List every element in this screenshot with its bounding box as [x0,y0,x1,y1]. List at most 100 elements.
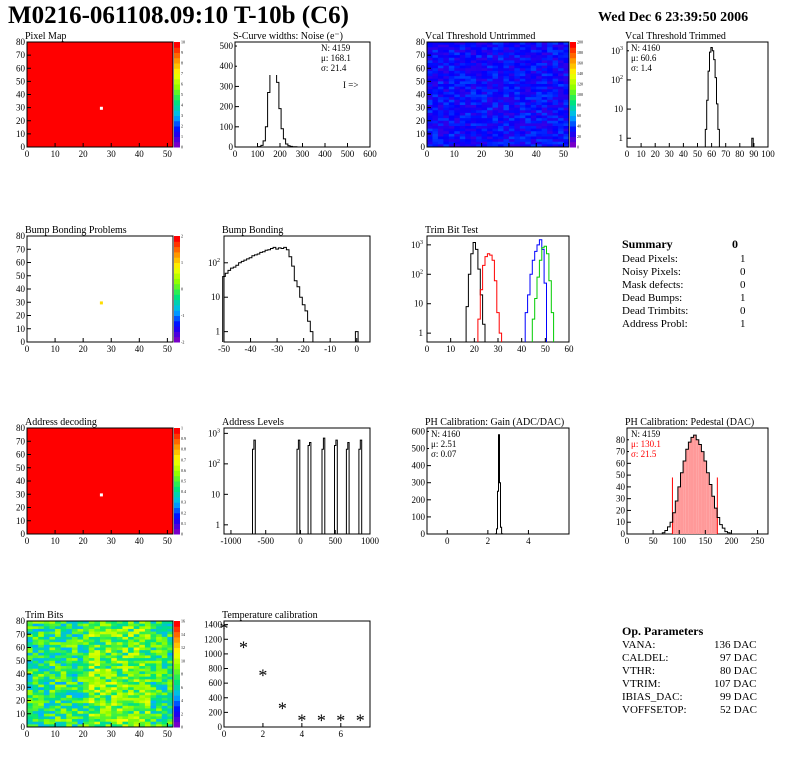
heatmap-cell [94,634,101,638]
colorbar-cell [570,115,576,122]
colorbar-cell [174,257,180,263]
colorbar-tick-label: 14 [181,632,185,637]
heatmap-cell [144,687,151,691]
heatmap-cell [88,666,95,670]
heatmap-cell [459,70,466,74]
fit-fill-bar [706,472,710,534]
heatmap-cell [530,70,537,74]
heatmap-cell [514,131,521,135]
colorbar-tick-label: 0.6 [181,468,186,473]
y-tick-label: 30 [16,682,26,692]
heatmap-cell [38,621,45,625]
heatmap-cell [552,118,559,122]
y-tick-label: 60 [16,258,26,268]
heatmap-cell [519,120,526,124]
heatmap-cell [536,86,543,90]
heatmap-cell [454,47,461,51]
heatmap-cell [465,102,472,106]
y-tick-label: 10 [614,104,624,114]
heatmap-cell [432,78,439,82]
heatmap-cell [83,650,90,654]
heatmap-cell [525,118,532,122]
heatmap-cell [498,94,504,98]
heatmap-cell [144,621,151,625]
heatmap-cell [448,76,455,80]
heatmap-cell [43,703,50,707]
heatmap-cell [83,660,90,664]
heatmap-cell [71,652,78,656]
heatmap-cell [139,711,146,715]
heatmap-cell [94,684,101,688]
heatmap-cell [437,136,444,140]
heatmap-cell [156,697,163,701]
heatmap-cell [503,42,510,46]
heatmap-cell [508,55,515,59]
y-tick-label: 20 [16,116,26,126]
heatmap-cell [139,626,146,630]
heatmap-cell [487,133,493,137]
heatmap-cell [530,81,537,85]
heatmap-cell [116,708,123,712]
colorbar-tick-label: 0 [181,532,183,537]
x-tick-label: 30 [107,729,117,739]
colorbar-tick-label: 1 [181,426,183,431]
heatmap-cell [454,115,461,119]
heatmap-cell [161,636,168,640]
heatmap-cell [443,81,450,85]
fit-fill-bar [677,486,681,534]
plot-title: S-Curve widths: Noise (e⁻) [233,31,343,42]
heatmap-cell [128,695,135,699]
heatmap-cell [139,631,146,635]
colorbar-cell [174,658,180,664]
heatmap-cell [503,91,510,95]
heatmap-cell [536,133,543,137]
heatmap-cell [427,105,433,109]
heatmap-cell [547,110,554,114]
heatmap-cell [476,68,483,72]
heatmap-cell [150,634,157,638]
heatmap-cell [465,107,472,111]
heatmap-cell [27,658,34,662]
heatmap-cell [552,84,559,88]
heatmap-cell [519,44,526,48]
heatmap-cell [88,658,95,662]
heatmap-cell [541,126,548,130]
heatmap-cell [128,689,135,693]
heatmap-cell [66,679,73,683]
heatmap-cell [49,679,56,683]
stats-text: σ: 21.5 [631,449,657,459]
heatmap-cell [487,110,493,114]
heatmap-cell [49,660,56,664]
heatmap-cell [465,136,472,140]
heatmap-cell [465,57,472,61]
heatmap-cell [541,118,548,122]
heatmap-cell [94,621,101,625]
heatmap-cell [161,679,168,683]
heatmap-cell [508,131,515,135]
heatmap-cell [492,144,499,148]
heatmap-cell [514,44,521,48]
heatmap-cell [100,695,107,699]
heatmap-cell [100,700,107,704]
heatmap-cell [498,141,504,145]
heatmap-cell [437,120,444,124]
y-tick-label: 1200 [204,634,223,644]
data-point: * [356,711,365,731]
heatmap-cell [105,684,112,688]
heatmap-cell [66,663,73,667]
heatmap-cell [150,626,157,630]
heatmap-cell [66,644,73,648]
heatmap-cell [156,695,163,699]
heatmap-cell [514,115,521,119]
heatmap-cell [481,118,488,122]
colorbar-tick-label: 10 [181,40,185,45]
heatmap-cell [94,666,101,670]
heatmap-cell [77,684,84,688]
heatmap-cell [122,623,129,627]
heatmap-cell [116,642,123,646]
x-tick-label: 0 [425,344,430,354]
heatmap-cell [77,655,84,659]
heatmap-cell [465,60,472,64]
heatmap-cell [437,97,444,101]
heatmap-cell [156,681,163,685]
